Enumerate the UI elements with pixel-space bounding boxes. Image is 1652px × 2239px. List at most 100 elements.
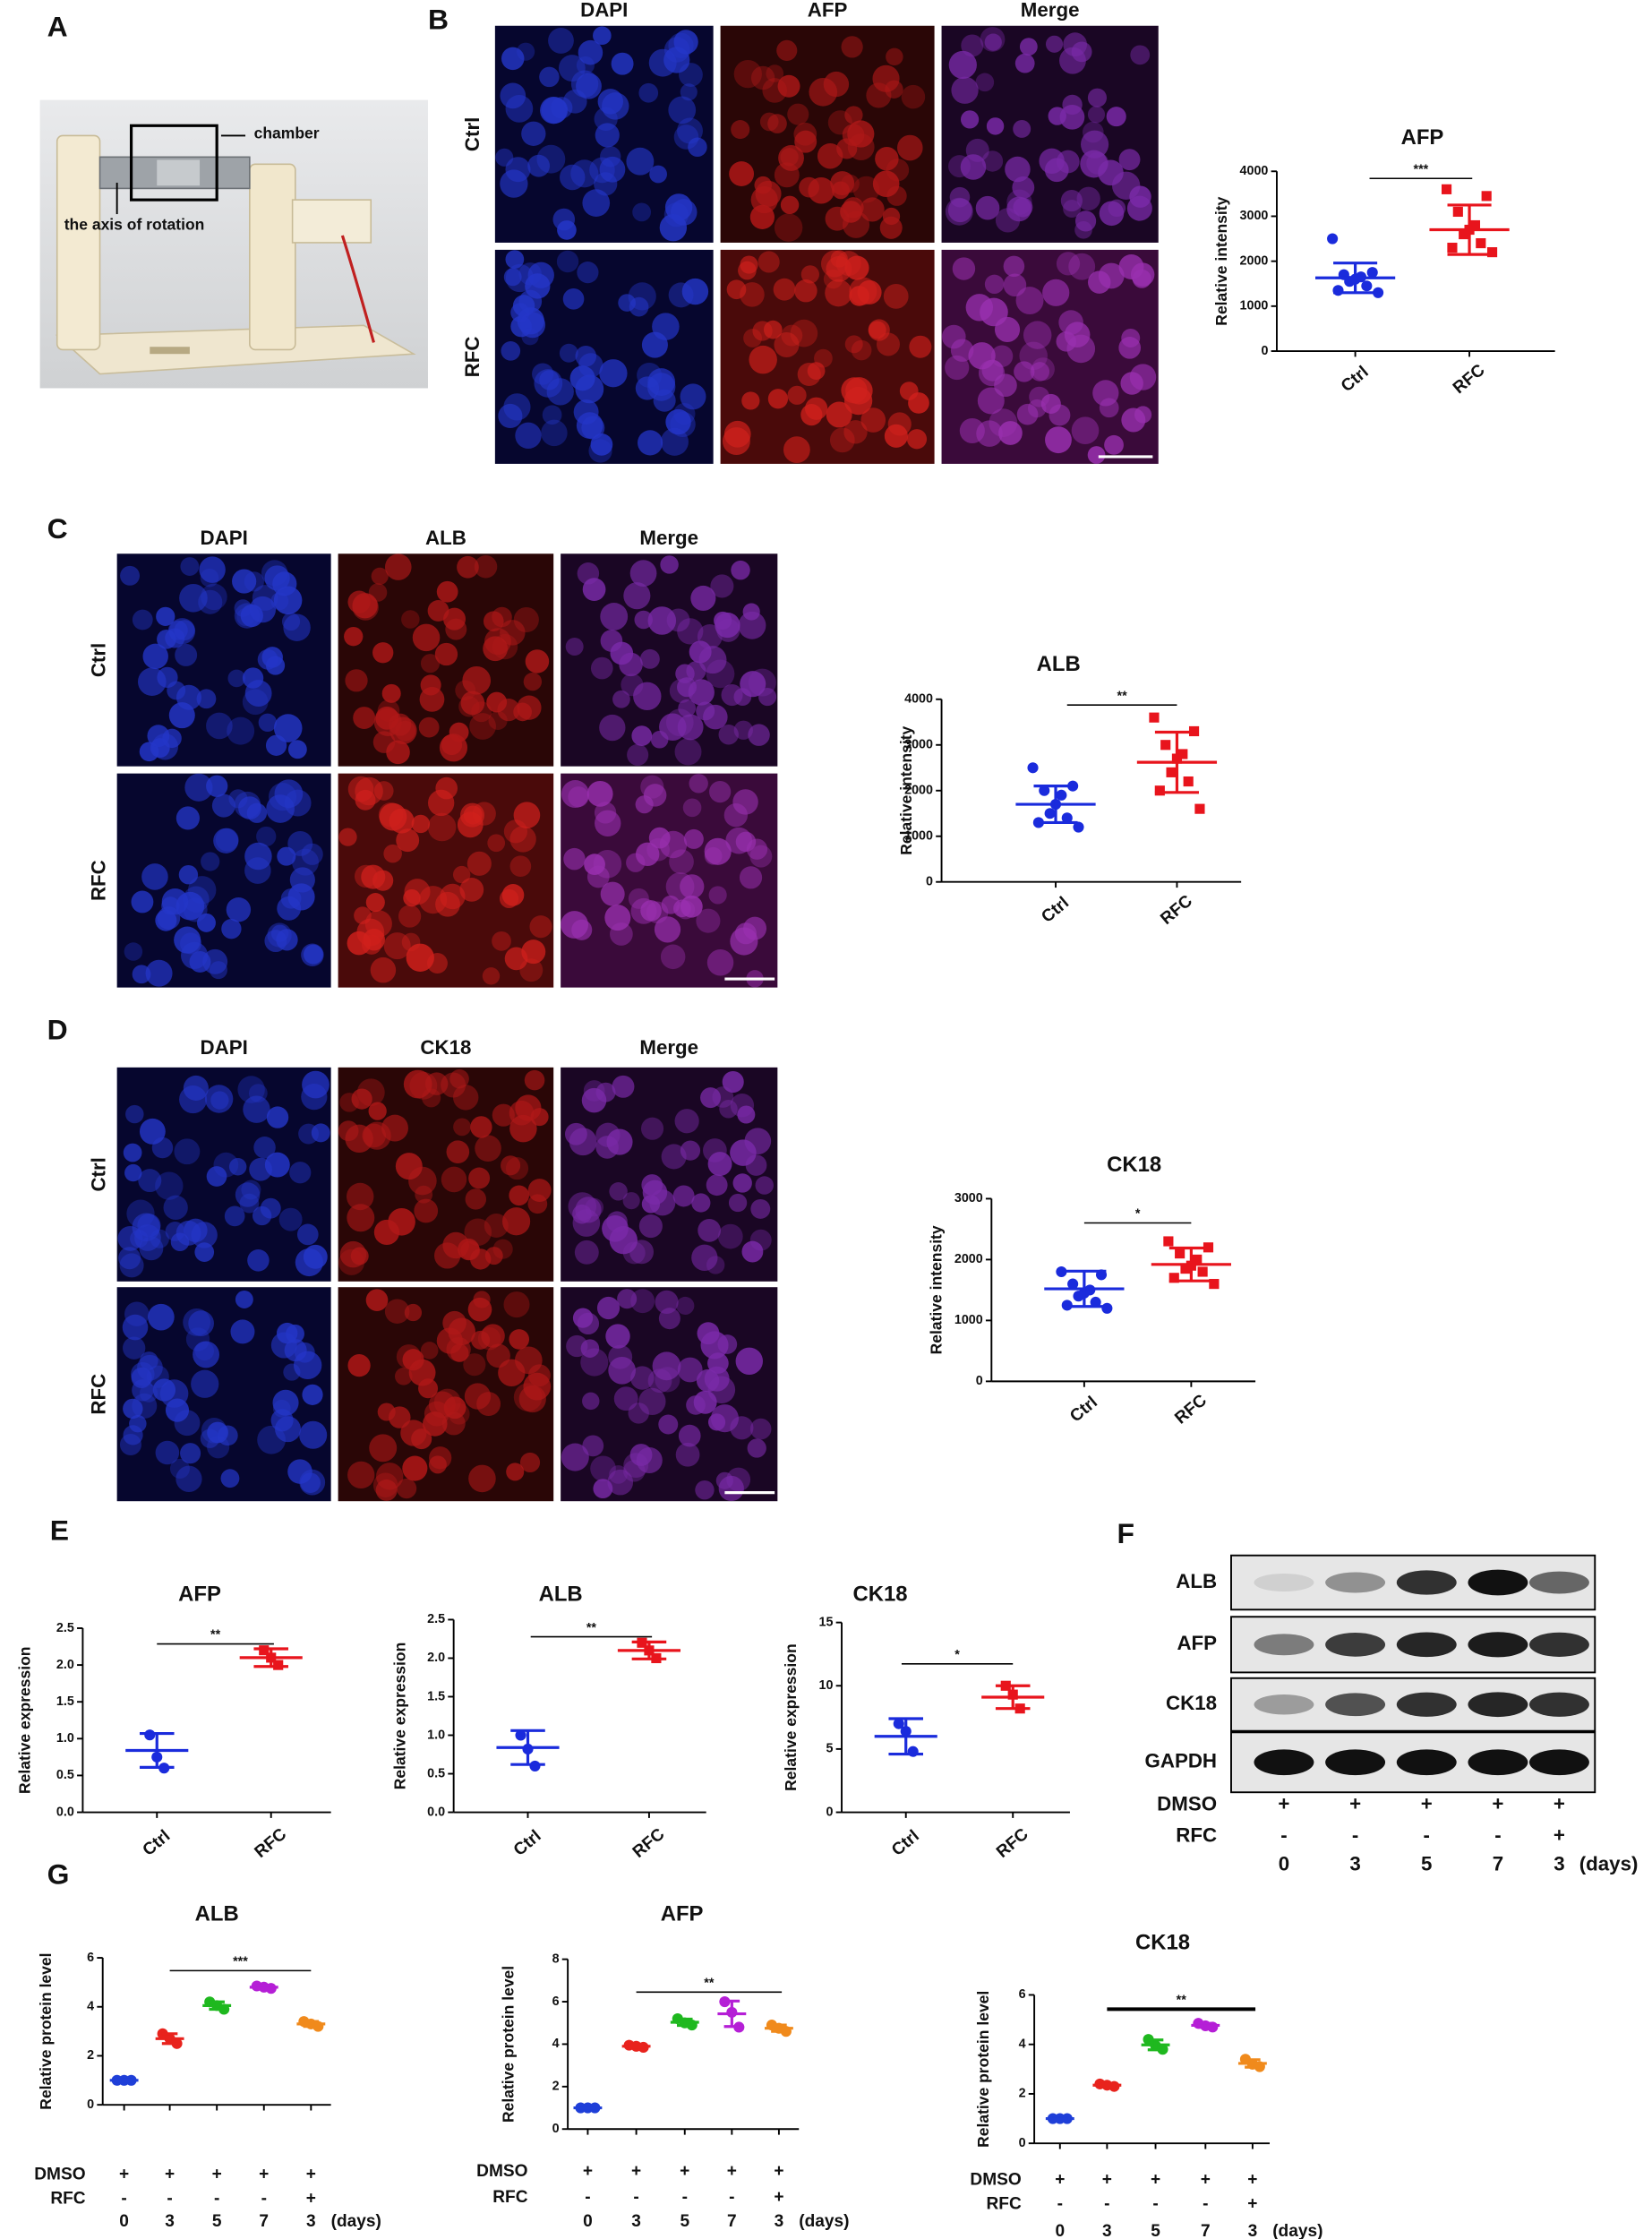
chart-title: ALB	[1037, 652, 1081, 676]
cell	[844, 335, 863, 354]
cell	[660, 944, 686, 970]
cell	[851, 339, 872, 361]
cell	[441, 1411, 466, 1436]
blot-band	[1468, 1749, 1528, 1776]
x-row-value: 7	[1201, 2222, 1211, 2239]
cell	[626, 147, 655, 176]
cell	[506, 1463, 525, 1481]
x-row-value: -	[682, 2188, 688, 2207]
y-axis-label: Relative expression	[390, 1643, 408, 1790]
x-row-label: (days)	[331, 2212, 381, 2231]
cell	[137, 1214, 161, 1238]
cell	[388, 1207, 415, 1236]
blot-label: ALB	[1176, 1570, 1217, 1592]
cell	[569, 1128, 597, 1156]
data-point	[1332, 285, 1344, 296]
micrograph	[494, 25, 714, 243]
x-row-value: -	[1057, 2195, 1063, 2214]
y-tick-label: 2.0	[427, 1651, 445, 1665]
cell	[275, 1416, 301, 1443]
cell	[509, 1114, 537, 1143]
x-row-value: 7	[259, 2212, 269, 2231]
cell	[653, 389, 676, 412]
chart-title: CK18	[1135, 1930, 1190, 1954]
cell	[975, 195, 1000, 220]
cell	[470, 1116, 492, 1138]
cell	[647, 368, 676, 396]
cell	[383, 932, 411, 960]
cell	[428, 1391, 456, 1419]
cell	[693, 1390, 717, 1414]
cell	[338, 828, 357, 846]
cell	[381, 683, 401, 703]
cell	[197, 913, 216, 932]
cell	[709, 780, 732, 803]
cell	[368, 583, 388, 602]
row-label: Ctrl	[461, 117, 484, 151]
slot	[150, 347, 190, 355]
cell	[750, 1198, 771, 1219]
cell	[762, 78, 788, 103]
cell	[347, 1461, 375, 1489]
blot-band	[1325, 1572, 1386, 1593]
y-tick-label: 0	[976, 1374, 983, 1388]
column-header: Merge	[639, 1036, 698, 1059]
cell	[224, 1205, 245, 1227]
cell	[509, 855, 532, 878]
cell	[232, 569, 257, 594]
cell	[1099, 398, 1119, 418]
cell	[561, 1443, 589, 1471]
data-point	[1452, 206, 1463, 218]
cell	[383, 844, 402, 863]
cell	[396, 1344, 422, 1369]
cell	[758, 687, 777, 707]
cell	[139, 1384, 158, 1403]
y-axis-label: Relative expression	[782, 1643, 800, 1791]
chart-title: CK18	[1107, 1153, 1161, 1177]
cell	[1106, 107, 1126, 127]
cell	[691, 1244, 718, 1271]
cell	[183, 1075, 209, 1102]
blot-label: GAPDH	[1145, 1750, 1218, 1772]
cell	[206, 712, 233, 740]
cell	[582, 1392, 600, 1411]
cell	[872, 170, 900, 198]
cell	[484, 1247, 503, 1265]
chart-title: ALB	[539, 1583, 583, 1607]
cell	[292, 848, 319, 876]
data-point	[273, 1660, 284, 1670]
cell	[513, 702, 532, 722]
cell	[767, 389, 789, 409]
cell	[633, 682, 662, 711]
blot-band	[1254, 1694, 1314, 1715]
cell	[464, 1218, 492, 1247]
cell	[476, 1392, 501, 1417]
cell	[165, 1222, 185, 1241]
cell	[492, 1103, 515, 1127]
cell	[517, 42, 535, 61]
cell	[384, 553, 412, 580]
cell	[630, 1289, 655, 1314]
cell	[680, 383, 706, 410]
data-point	[1067, 1278, 1079, 1290]
cell	[1030, 362, 1050, 382]
cell	[138, 1169, 162, 1193]
cell	[119, 1253, 144, 1278]
x-row-value: 0	[1279, 1852, 1289, 1874]
cell	[1074, 210, 1097, 232]
blot-band	[1528, 1571, 1589, 1594]
y-tick-label: 2	[87, 2048, 94, 2063]
cell	[994, 316, 1021, 343]
cell	[1015, 287, 1044, 315]
cell	[389, 1406, 411, 1428]
x-tick-label: RFC	[629, 1824, 669, 1861]
cell	[951, 76, 979, 104]
stand	[249, 163, 296, 351]
cell	[679, 63, 703, 87]
cell	[527, 1179, 552, 1202]
data-point	[1073, 1291, 1084, 1302]
cell	[746, 838, 768, 860]
data-point	[1056, 789, 1067, 801]
cell	[849, 277, 877, 305]
